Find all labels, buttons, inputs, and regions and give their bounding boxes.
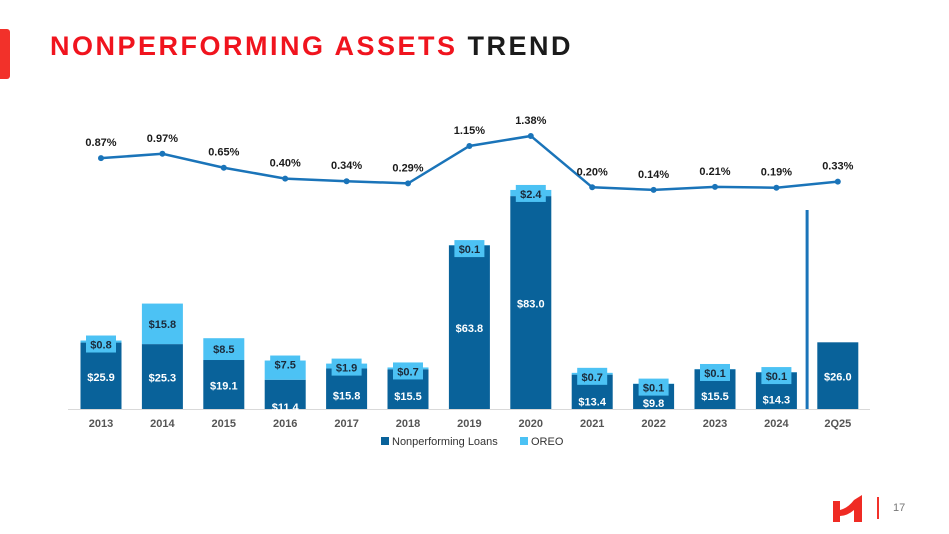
line-data-label: 0.40% xyxy=(270,158,301,170)
oreo-data-label: $0.7 xyxy=(581,372,602,384)
legend-label: Nonperforming Loans xyxy=(392,436,498,448)
oreo-data-label: $0.1 xyxy=(459,244,480,256)
line-point xyxy=(98,155,104,162)
title-part-red: NONPERFORMING ASSETS xyxy=(50,31,458,61)
oreo-data-label: $0.1 xyxy=(643,383,664,395)
x-tick-label: 2023 xyxy=(703,418,727,430)
x-tick-label: 2016 xyxy=(273,418,297,430)
x-tick-label: 2Q25 xyxy=(824,418,851,430)
line-point xyxy=(773,184,780,191)
line-point xyxy=(159,150,166,157)
x-tick-label: 2018 xyxy=(396,418,420,430)
npl-data-label: $19.1 xyxy=(210,381,238,393)
oreo-label-box xyxy=(270,355,301,373)
footer-divider xyxy=(877,497,879,519)
line-data-label: 0.14% xyxy=(638,169,669,181)
npl-data-label: $63.8 xyxy=(456,323,484,335)
line-data-label: 0.65% xyxy=(208,147,239,159)
legend-label: OREO xyxy=(531,436,564,448)
oreo-label-box xyxy=(700,363,730,381)
oreo-data-label: $0.1 xyxy=(766,371,787,383)
oreo-label-box xyxy=(86,335,116,353)
npl-data-label: $83.0 xyxy=(517,299,545,311)
oreo-data-label: $15.8 xyxy=(149,319,177,331)
line-data-label: 1.15% xyxy=(454,125,485,137)
line-data-label: 0.34% xyxy=(331,160,362,172)
npl-data-label: $25.9 xyxy=(87,372,115,384)
legend-swatch xyxy=(381,437,389,445)
oreo-data-label: $1.9 xyxy=(336,363,357,375)
oreo-label-box xyxy=(761,367,792,385)
oreo-label-box xyxy=(454,240,485,258)
npl-data-label: $26.0 xyxy=(824,372,852,384)
line-point xyxy=(343,178,350,185)
npl-data-label: $14.3 xyxy=(763,394,791,406)
oreo-data-label: $8.5 xyxy=(213,344,234,356)
company-logo xyxy=(833,495,862,522)
x-tick-label: 2021 xyxy=(580,418,604,430)
line-point xyxy=(466,142,473,149)
line-point xyxy=(220,164,227,171)
page-title: NONPERFORMING ASSETS TREND xyxy=(50,31,573,62)
x-tick-label: 2022 xyxy=(641,418,665,430)
line-data-label: 0.21% xyxy=(699,166,730,178)
line-point xyxy=(405,180,411,187)
line-data-label: 0.97% xyxy=(147,133,178,145)
line-point xyxy=(282,175,289,182)
title-part-dark: TREND xyxy=(467,31,574,61)
bar-oreo xyxy=(141,303,183,345)
bar-npl xyxy=(203,360,245,409)
line-data-label: 1.38% xyxy=(515,115,546,127)
bar-npl xyxy=(510,196,552,409)
oreo-label-box xyxy=(331,358,362,376)
legend-swatch xyxy=(520,437,528,445)
line-point xyxy=(834,178,841,185)
x-tick-label: 2020 xyxy=(519,418,543,430)
line-point xyxy=(589,184,596,191)
npl-data-label: $15.5 xyxy=(394,391,422,403)
line-point xyxy=(650,186,657,193)
npl-data-label: $9.8 xyxy=(643,398,664,410)
oreo-data-label: $7.5 xyxy=(274,360,295,372)
oreo-label-box xyxy=(577,367,608,385)
oreo-label-box xyxy=(393,362,423,380)
x-tick-label: 2013 xyxy=(89,418,113,430)
page-number: 17 xyxy=(893,502,906,514)
x-tick-label: 2015 xyxy=(212,418,236,430)
bar-npl xyxy=(448,245,490,409)
x-tick-label: 2014 xyxy=(150,418,175,430)
npl-data-label: $11.4 xyxy=(272,402,300,414)
oreo-data-label: $0.1 xyxy=(704,368,725,380)
bar-npl xyxy=(80,342,122,409)
bar-oreo xyxy=(203,338,245,361)
npl-data-label: $25.3 xyxy=(149,373,177,385)
line-data-label: 0.19% xyxy=(761,167,792,179)
oreo-data-label: $0.8 xyxy=(90,340,111,352)
oreo-data-label: $2.4 xyxy=(520,189,542,201)
line-point xyxy=(527,132,534,139)
line-point xyxy=(712,183,718,190)
x-tick-label: 2019 xyxy=(457,418,481,430)
x-tick-label: 2024 xyxy=(764,418,789,430)
x-tick-label: 2017 xyxy=(334,418,358,430)
line-data-label: 0.87% xyxy=(85,137,116,149)
line-data-label: 0.33% xyxy=(822,161,853,173)
line-data-label: 0.20% xyxy=(577,166,608,178)
accent-bar xyxy=(0,29,10,79)
line-data-label: 0.29% xyxy=(392,162,423,174)
npl-data-label: $15.5 xyxy=(701,391,729,403)
oreo-data-label: $0.7 xyxy=(397,366,418,378)
bar-npl xyxy=(817,342,859,409)
oreo-label-box xyxy=(638,378,669,396)
oreo-label-box xyxy=(515,184,546,202)
bar-npl xyxy=(141,344,183,409)
npl-data-label: $15.8 xyxy=(333,390,361,402)
bar-npl xyxy=(264,379,306,409)
npl-data-label: $13.4 xyxy=(578,397,606,409)
